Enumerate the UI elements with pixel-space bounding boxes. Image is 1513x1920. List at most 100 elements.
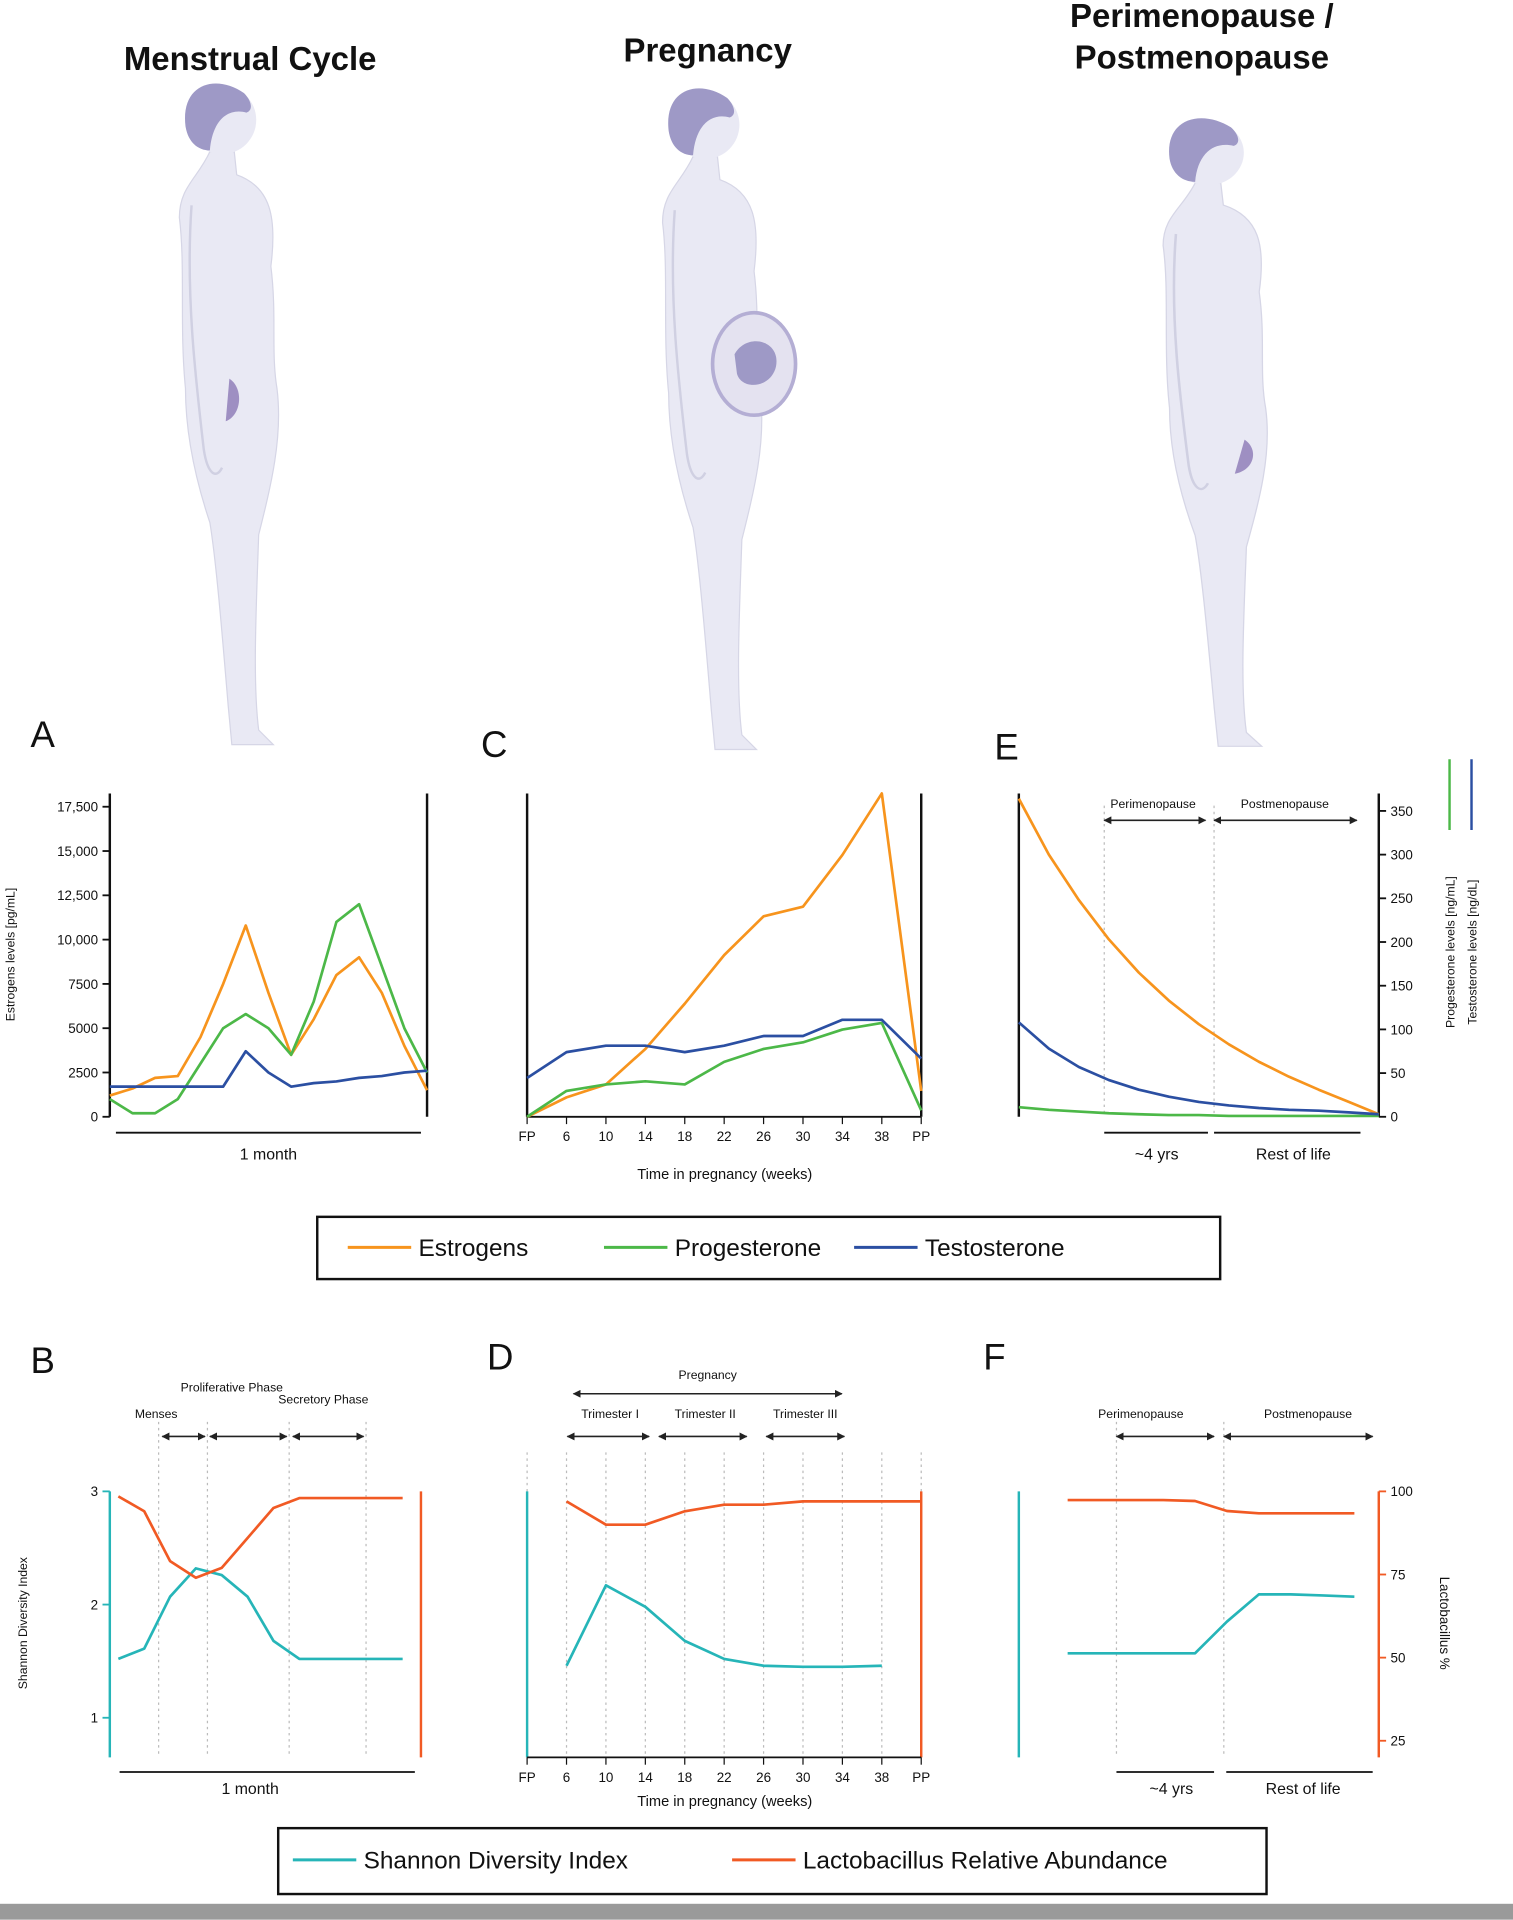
x-tick-label: 10 bbox=[598, 1770, 613, 1785]
legend-label: Lactobacillus Relative Abundance bbox=[803, 1847, 1168, 1874]
uterus bbox=[225, 378, 240, 422]
legend-label: Testosterone bbox=[925, 1235, 1065, 1262]
y-tick-label: 300 bbox=[1390, 848, 1412, 863]
series-line bbox=[565, 1500, 922, 1527]
y-tick-label: 250 bbox=[1390, 891, 1412, 906]
legend-box bbox=[316, 1215, 1222, 1281]
x-tick-label: 34 bbox=[835, 1770, 850, 1785]
series-line bbox=[526, 1018, 923, 1080]
series-line bbox=[565, 1583, 882, 1669]
annotation: Postmenopause bbox=[1264, 1407, 1352, 1421]
y-tick-label: 15,000 bbox=[57, 844, 98, 859]
period-label: 1 month bbox=[240, 1146, 297, 1163]
x-tick-label: 30 bbox=[796, 1129, 811, 1144]
annotation: Trimester I bbox=[581, 1407, 639, 1421]
series-line bbox=[109, 1049, 428, 1088]
y-tick-label: 12,500 bbox=[57, 888, 98, 903]
y-tick-label: 0 bbox=[1390, 1110, 1397, 1125]
y-tick-label: 0 bbox=[91, 1110, 98, 1125]
y-tick-label: 17,500 bbox=[57, 800, 98, 815]
series-line bbox=[109, 902, 429, 1115]
period-label: Rest of life bbox=[1266, 1781, 1341, 1798]
y-tick-label: 100 bbox=[1390, 1484, 1412, 1499]
x-tick-label: 22 bbox=[717, 1129, 732, 1144]
y-tick-label: 100 bbox=[1390, 1022, 1412, 1037]
annotation: Proliferative Phase bbox=[181, 1380, 284, 1394]
header: Pregnancy bbox=[623, 31, 792, 68]
y-axis-label: Estrogens levels [pg/mL] bbox=[4, 888, 18, 1021]
x-tick-label: 18 bbox=[677, 1770, 692, 1785]
y-tick-label: 350 bbox=[1390, 804, 1412, 819]
series-line bbox=[1067, 1498, 1355, 1515]
silhouette bbox=[661, 87, 764, 751]
y2-axis-label: Progesterone levels [ng/mL] bbox=[1443, 876, 1457, 1028]
x-tick-label: 38 bbox=[874, 1770, 889, 1785]
panel-label: D bbox=[487, 1336, 513, 1377]
period-label: ~4 yrs bbox=[1135, 1146, 1179, 1163]
annotation: Menses bbox=[135, 1407, 178, 1421]
panel-label: E bbox=[994, 726, 1018, 767]
x-tick-label: 14 bbox=[638, 1129, 653, 1144]
y-axis-label: Shannon Diversity Index bbox=[16, 1557, 30, 1689]
x-tick-label: 6 bbox=[563, 1770, 570, 1785]
series-line bbox=[117, 1567, 403, 1661]
y-tick-label: 2 bbox=[91, 1597, 98, 1612]
x-tick-label: 30 bbox=[796, 1770, 811, 1785]
header: Menstrual Cycle bbox=[124, 40, 377, 77]
legend-label: Estrogens bbox=[419, 1235, 529, 1262]
series-line bbox=[526, 1021, 923, 1118]
panel-label: A bbox=[30, 714, 55, 755]
legend-box bbox=[276, 1826, 1268, 1896]
y-tick-label: 5000 bbox=[68, 1021, 98, 1036]
bottom-bar bbox=[0, 1903, 1513, 1920]
x-tick-label: 26 bbox=[756, 1129, 771, 1144]
fetus bbox=[734, 341, 777, 385]
y-tick-label: 25 bbox=[1390, 1734, 1405, 1749]
legend-label: Shannon Diversity Index bbox=[364, 1847, 628, 1874]
x-tick-label: 22 bbox=[717, 1770, 732, 1785]
period-label: 1 month bbox=[221, 1781, 278, 1798]
annotation: Trimester II bbox=[675, 1407, 736, 1421]
series-line bbox=[1017, 798, 1380, 1116]
header: Postmenopause bbox=[1075, 39, 1329, 76]
panel-label: B bbox=[30, 1340, 54, 1381]
y-tick-label: 75 bbox=[1390, 1567, 1405, 1582]
y-tick-label: 200 bbox=[1390, 935, 1412, 950]
silhouette bbox=[1161, 116, 1269, 748]
y-tick-label: 50 bbox=[1390, 1651, 1405, 1666]
x-axis-label: Time in pregnancy (weeks) bbox=[637, 1794, 812, 1810]
period-label: ~4 yrs bbox=[1150, 1781, 1194, 1798]
x-tick-label: PP bbox=[912, 1129, 930, 1144]
annotation: Pregnancy bbox=[679, 1368, 738, 1382]
x-tick-label: 26 bbox=[756, 1770, 771, 1785]
uterus bbox=[1234, 439, 1254, 474]
x-tick-label: 6 bbox=[563, 1129, 570, 1144]
x-tick-label: PP bbox=[912, 1770, 930, 1785]
series-line bbox=[1017, 1021, 1379, 1116]
series-line bbox=[526, 792, 923, 1118]
y2-axis-label: Testosterone levels [ng/dL] bbox=[1465, 880, 1479, 1025]
header: Perimenopause / bbox=[1070, 0, 1334, 34]
y-tick-label: 150 bbox=[1390, 979, 1412, 994]
x-tick-label: 34 bbox=[835, 1129, 850, 1144]
y-tick-label: 2500 bbox=[68, 1065, 98, 1080]
series-line bbox=[1018, 1105, 1379, 1118]
series-line bbox=[1067, 1593, 1355, 1655]
annotation: Postmenopause bbox=[1241, 797, 1329, 811]
x-tick-label: 14 bbox=[638, 1770, 653, 1785]
panel-label: F bbox=[983, 1336, 1005, 1377]
series-line bbox=[117, 1495, 403, 1580]
x-axis-label: Time in pregnancy (weeks) bbox=[637, 1167, 812, 1183]
y2-axis-label: Lactobacillus % bbox=[1437, 1577, 1452, 1670]
annotation: Secretory Phase bbox=[278, 1393, 368, 1407]
annotation: Trimester III bbox=[773, 1407, 838, 1421]
panel-label: C bbox=[481, 724, 507, 765]
y-tick-label: 1 bbox=[91, 1711, 98, 1726]
x-tick-label: FP bbox=[519, 1770, 536, 1785]
y-tick-label: 10,000 bbox=[57, 932, 98, 947]
legend-label: Progesterone bbox=[675, 1235, 821, 1262]
y-tick-label: 7500 bbox=[68, 977, 98, 992]
annotation: Perimenopause bbox=[1098, 1407, 1184, 1421]
